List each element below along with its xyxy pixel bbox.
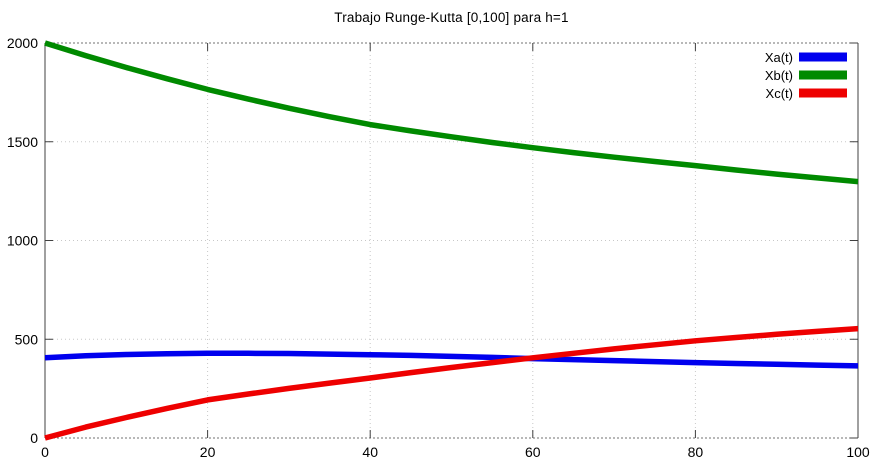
series-line-xat (44, 350, 859, 369)
y-tick-label: 1000 (7, 233, 38, 249)
y-tick-label: 0 (30, 430, 38, 446)
series-line-xbt (44, 40, 859, 185)
legend-label: Xc(t) (766, 86, 793, 101)
y-tick-label: 1500 (7, 134, 38, 150)
x-tick-label: 20 (200, 444, 216, 460)
legend-label: Xb(t) (765, 68, 793, 83)
legend-label: Xa(t) (765, 50, 793, 65)
x-tick-label: 100 (846, 444, 870, 460)
chart-title: Trabajo Runge-Kutta [0,100] para h=1 (334, 10, 569, 25)
x-tick-label: 0 (41, 444, 49, 460)
legend-swatch (799, 70, 847, 80)
y-tick-label: 500 (15, 331, 39, 347)
x-tick-label: 60 (525, 444, 541, 460)
legend-swatch (799, 88, 847, 98)
x-tick-label: 80 (688, 444, 704, 460)
x-tick-label: 40 (362, 444, 378, 460)
legend-swatch (799, 52, 847, 62)
y-tick-label: 2000 (7, 35, 38, 51)
series-line-xct (44, 325, 859, 441)
